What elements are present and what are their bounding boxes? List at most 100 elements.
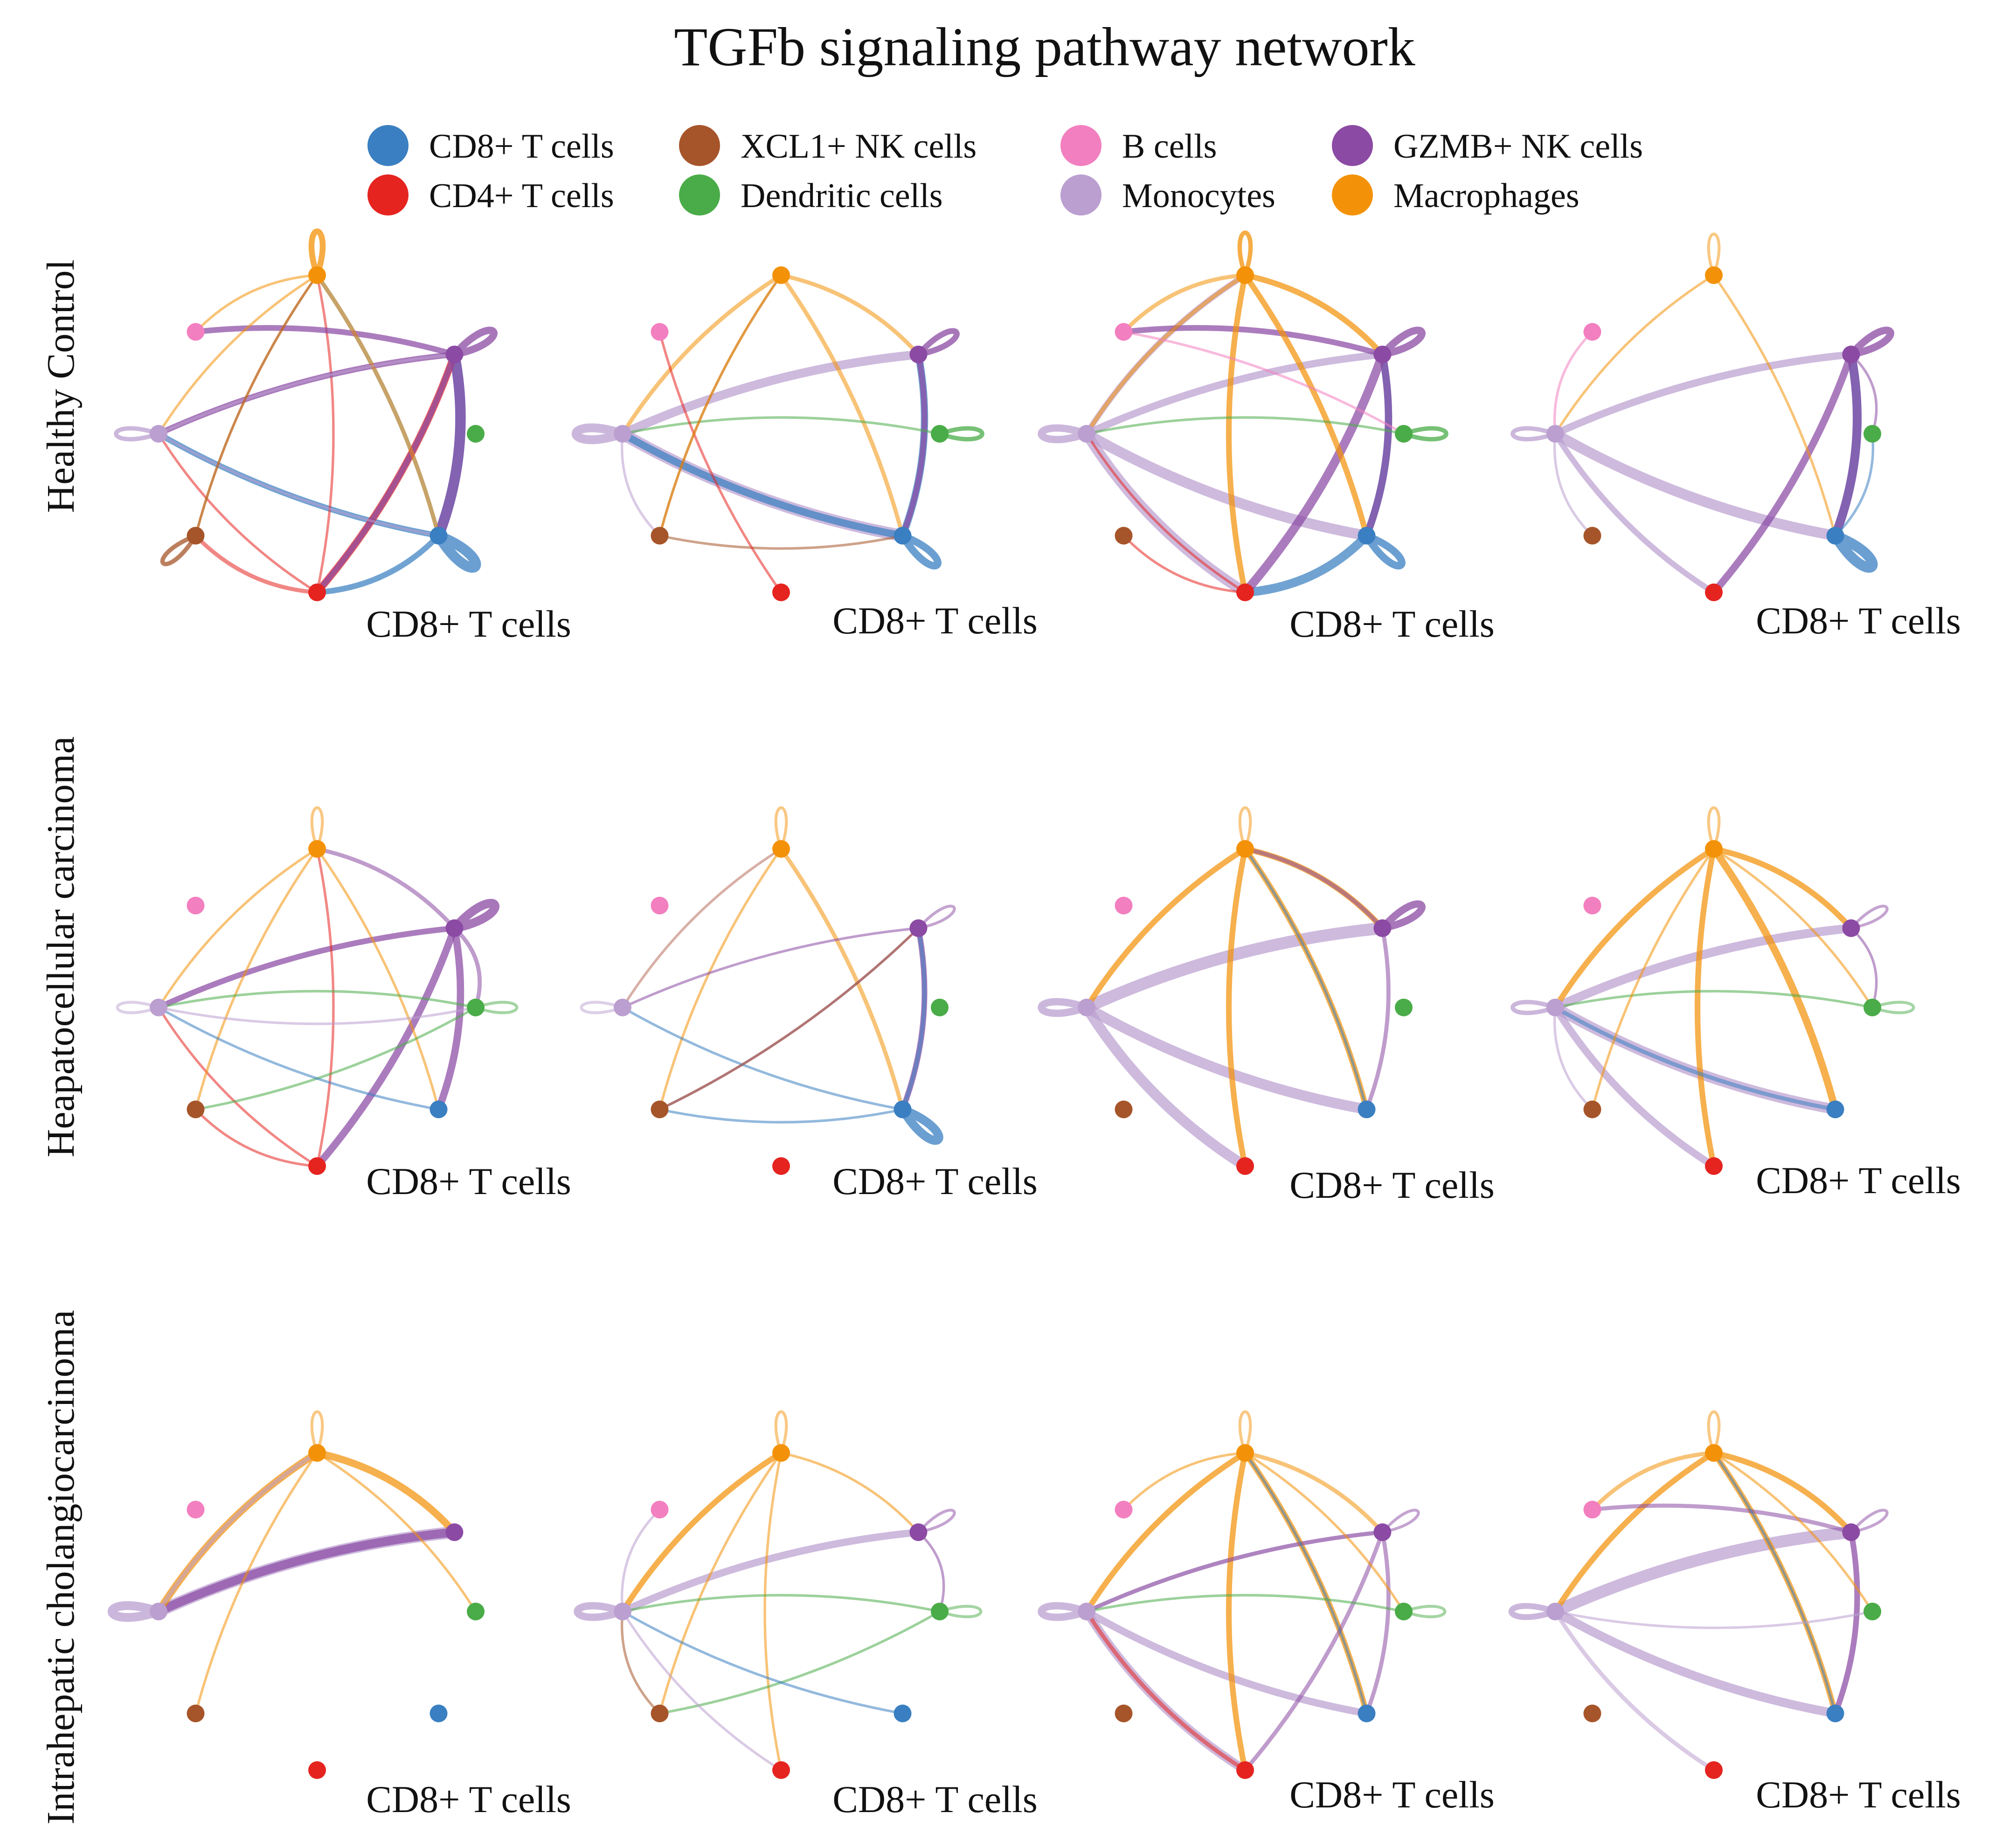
node-cd4 xyxy=(308,1157,326,1175)
edge-b-to-monocyte xyxy=(1553,330,1594,435)
edge-macrophage-to-cd8 xyxy=(315,273,441,538)
legend-item: CD8+ T cells xyxy=(367,125,614,166)
node-b xyxy=(1583,896,1601,915)
node-xcl1-nk xyxy=(187,527,205,545)
edge-macrophage-to-cd8 xyxy=(779,273,905,538)
self-loop-dendritic xyxy=(1403,1605,1447,1619)
edge-xcl1-nk-to-monocyte xyxy=(620,1610,661,1715)
network-panels: CD8+ T cells CD8+ T cells CD8+ T cells CD8+… xyxy=(108,228,1961,1820)
edge-monocyte-to-b xyxy=(620,1508,661,1613)
node-monocyte xyxy=(150,425,167,443)
node-xcl1-nk xyxy=(651,527,669,545)
edge-monocyte-to-gzmb-nk xyxy=(1552,351,1855,438)
node-macrophage xyxy=(772,1444,790,1462)
edge-gzmb-nk-to-b xyxy=(1121,325,1386,358)
self-loop-macrophage xyxy=(1238,1410,1252,1453)
self-loop-gzmb-nk xyxy=(451,899,499,933)
node-dendritic xyxy=(931,1603,949,1620)
edge-gzmb-nk-to-dendritic xyxy=(452,926,482,1010)
node-gzmb-nk xyxy=(445,1523,464,1541)
node-macrophage xyxy=(1705,840,1723,858)
edge-monocyte-to-cd8 xyxy=(1081,1002,1372,1115)
node-dendritic xyxy=(1395,1603,1413,1620)
edge-macrophage-to-cd4 xyxy=(1694,846,1717,1169)
edge-macrophage-to-monocyte xyxy=(620,273,783,436)
edge-monocyte-to-gzmb-nk xyxy=(1549,1526,1857,1618)
self-loop-macrophage xyxy=(310,1410,324,1453)
self-loop-dendritic xyxy=(1872,1000,1915,1014)
node-cd4 xyxy=(1705,1157,1723,1175)
edge-macrophage-to-cd8 xyxy=(1710,845,1839,1113)
node-cd4 xyxy=(1705,584,1723,601)
node-dendritic xyxy=(467,999,485,1016)
node-macrophage xyxy=(308,840,326,858)
edge-macrophage-to-gzmb-nk xyxy=(779,273,921,357)
self-loop-monocyte xyxy=(116,1000,159,1014)
node-monocyte xyxy=(1078,999,1095,1016)
edge-gzmb-nk-to-monocyte xyxy=(154,1528,459,1616)
edge-macrophage-to-gzmb-nk xyxy=(1711,846,1854,931)
edge-cd8-to-monocyte xyxy=(1553,1005,1837,1112)
legend-label-gzmb-nk: GZMB+ NK cells xyxy=(1393,127,1643,166)
self-loop-gzmb-nk xyxy=(451,327,498,358)
edge-gzmb-nk-to-cd4 xyxy=(313,924,458,1170)
self-loop-macrophage xyxy=(1707,232,1721,276)
node-gzmb-nk xyxy=(1842,346,1860,363)
legend-item: B cells xyxy=(1060,125,1217,166)
node-cd4 xyxy=(308,1761,326,1779)
node-gzmb-nk xyxy=(909,919,928,937)
edge-macrophage-to-monocyte xyxy=(1083,1450,1248,1615)
node-cd4 xyxy=(1236,584,1254,601)
self-loop-cd8 xyxy=(434,531,481,573)
legend-label-macrophage: Macrophages xyxy=(1393,177,1579,215)
edge-macrophage-to-xcl1-nk xyxy=(658,1452,783,1715)
edge-macrophage-to-monocyte xyxy=(157,848,319,1009)
network-panel: CD8+ T cells xyxy=(1038,806,1495,1206)
node-cd8 xyxy=(1358,1704,1376,1723)
edge-xcl1-nk-to-macrophage xyxy=(194,274,319,537)
edge-macrophage-to-gzmb-nk xyxy=(780,1452,920,1534)
node-cd4 xyxy=(772,1157,790,1175)
node-monocyte xyxy=(1078,1603,1095,1620)
self-loop-gzmb-nk xyxy=(1379,900,1426,932)
self-loop-monocyte xyxy=(580,1000,623,1014)
network-panel: CD8+ T cells xyxy=(580,806,1038,1202)
edge-gzmb-nk-to-cd8 xyxy=(1363,351,1392,540)
legend-swatch-dendritic xyxy=(679,174,720,215)
edge-monocyte-to-cd4 xyxy=(1552,1004,1718,1170)
node-dendritic xyxy=(1864,425,1881,443)
node-xcl1-nk xyxy=(651,1704,669,1723)
panel-label: CD8+ T cells xyxy=(1756,599,1961,642)
network-panel: CD8+ T cells xyxy=(116,806,571,1202)
node-gzmb-nk xyxy=(1373,919,1392,937)
node-cd4 xyxy=(772,584,790,601)
node-gzmb-nk xyxy=(1373,1523,1392,1541)
edge-b-to-dendritic xyxy=(1122,330,1405,435)
edge-cd4-to-macrophage xyxy=(316,274,335,594)
legend-label-dendritic: Dendritic cells xyxy=(741,177,943,215)
edge-macrophage-to-cd8 xyxy=(316,848,440,1111)
panel-label: CD8+ T cells xyxy=(366,603,571,645)
self-loop-monocyte xyxy=(572,423,624,445)
node-xcl1-nk xyxy=(1115,1704,1133,1723)
edge-cd8-to-gzmb-nk xyxy=(901,926,927,1112)
node-dendritic xyxy=(931,425,949,443)
node-xcl1-nk xyxy=(1583,527,1601,545)
node-dendritic xyxy=(1864,1603,1881,1620)
edge-macrophage-to-b xyxy=(1590,1451,1716,1512)
edge-monocyte-to-dendritic xyxy=(157,1006,477,1025)
self-loop-monocyte xyxy=(1038,998,1088,1017)
edge-macrophage-to-monocyte xyxy=(1552,1450,1717,1615)
edge-monocyte-to-cd8 xyxy=(157,432,440,537)
edge-cd8-to-macrophage xyxy=(1244,1452,1368,1715)
node-monocyte xyxy=(1546,425,1564,443)
self-loop-macrophage xyxy=(1707,1410,1721,1453)
node-xcl1-nk xyxy=(1583,1100,1601,1119)
edge-cd8-to-monocyte xyxy=(621,1006,904,1111)
self-loop-dendritic xyxy=(939,426,984,442)
legend-item: Monocytes xyxy=(1060,174,1275,215)
edge-cd8-to-monocyte xyxy=(619,430,907,540)
edge-macrophage-to-monocyte xyxy=(619,1450,784,1615)
network-panel: CD8+ T cells xyxy=(1508,1410,1961,1816)
